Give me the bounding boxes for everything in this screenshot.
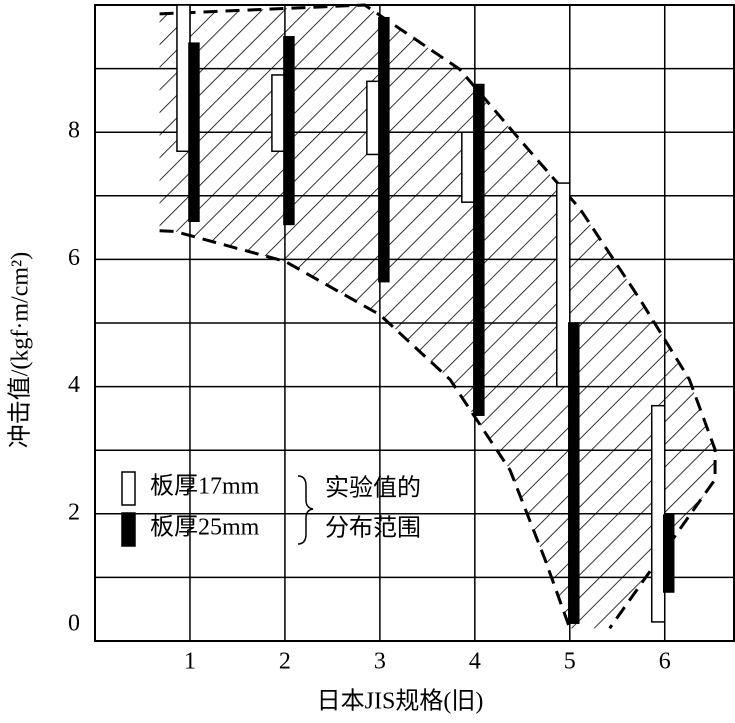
y-axis-label: 冲击值/(kgf·m/cm²) xyxy=(7,252,34,449)
band-label: 实验值的 xyxy=(325,475,421,502)
x-tick-label: 2 xyxy=(279,649,291,675)
y-tick-label: 2 xyxy=(68,499,80,525)
x-tick-label: 3 xyxy=(374,649,386,675)
range-bar xyxy=(378,16,390,283)
range-bar xyxy=(650,404,666,623)
range-bar xyxy=(461,131,476,203)
legend-label: 板厚25mm xyxy=(150,514,260,541)
range-bar xyxy=(188,42,200,222)
band-boundary xyxy=(159,3,717,630)
x-axis-label: 日本JIS规格(旧) xyxy=(317,688,484,715)
range-bar xyxy=(366,80,381,156)
y-tick-label: 4 xyxy=(68,372,80,398)
band-boundary xyxy=(159,229,572,629)
range-bar xyxy=(556,182,571,388)
range-bar xyxy=(568,322,580,624)
legend-label: 板厚17mm xyxy=(150,473,260,500)
range-bar xyxy=(473,83,485,416)
x-tick-label: 5 xyxy=(564,649,576,675)
range-bar xyxy=(271,74,286,153)
range-bar xyxy=(176,4,191,153)
legend-swatch xyxy=(121,471,136,506)
range-bar xyxy=(283,36,295,226)
band-label: 分布范围 xyxy=(325,515,421,542)
x-tick-label: 4 xyxy=(469,649,481,675)
y-tick-label: 0 xyxy=(68,611,80,637)
y-tick-label: 8 xyxy=(68,118,80,144)
y-tick-label: 6 xyxy=(68,245,80,271)
legend-brace xyxy=(297,475,314,545)
x-tick-label: 6 xyxy=(659,649,671,675)
plot-frame xyxy=(94,4,735,642)
range-bar xyxy=(662,514,675,593)
legend-swatch xyxy=(121,512,136,547)
x-tick-label: 1 xyxy=(184,649,196,675)
